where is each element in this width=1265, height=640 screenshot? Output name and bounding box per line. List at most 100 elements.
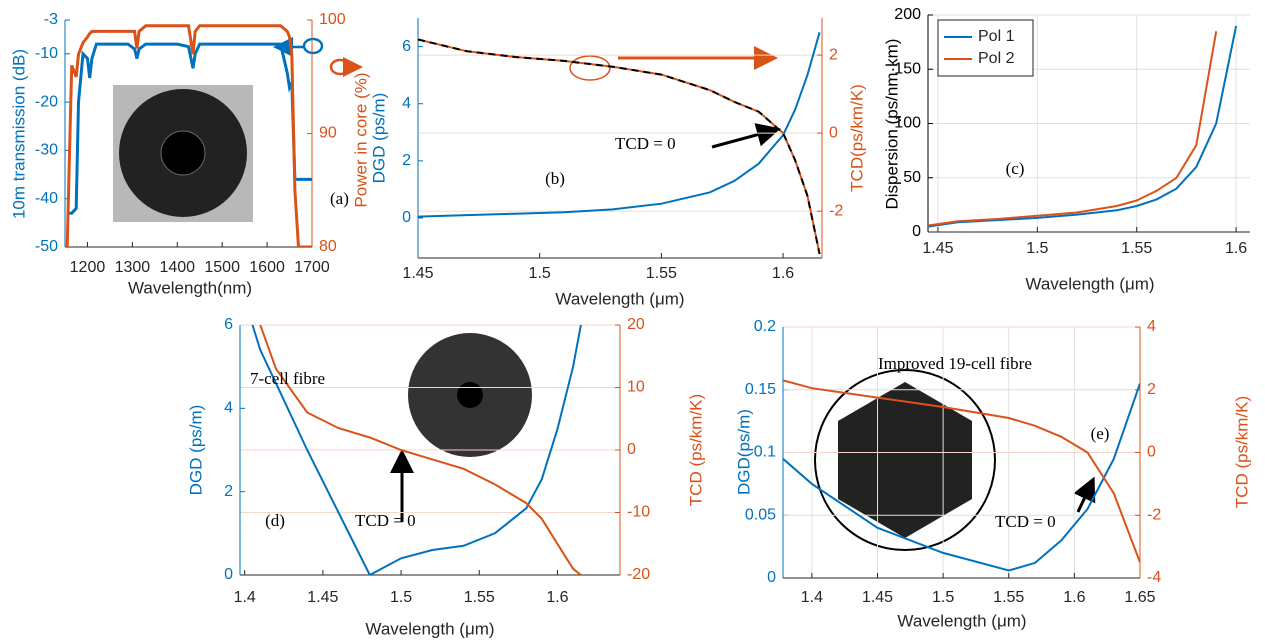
y-tick-label: 200 [894,6,921,23]
y-tick-label: 100 [894,115,921,132]
x-tick-label: 1500 [204,259,240,276]
y-tick-label: 0 [224,566,233,583]
y-tick-label: 6 [402,38,411,55]
y2-tick-label: 20 [627,316,645,333]
x-tick-label: 1.55 [646,265,677,282]
y2-tick-label: 2 [1147,381,1156,398]
series-line [251,325,582,575]
x-axis-label: Wavelength (μm) [897,611,1026,630]
series-line [783,379,1140,563]
legend-box [937,19,1034,77]
y-tick-label: 0.05 [745,506,776,523]
x-tick-label: 1.55 [993,589,1024,606]
y-axis-label: Dispersion (ps/nm·km) [882,39,901,210]
y-tick-label: 0 [402,209,411,226]
y2-tick-label: 0 [829,124,838,141]
x-tick-label: 1.5 [529,265,551,282]
x-tick-label: 1.5 [932,589,954,606]
annotation: (e) [1091,424,1110,443]
x-tick-label: 1.6 [1063,589,1085,606]
y-tick-label: -40 [35,190,58,207]
inset-e [814,369,996,551]
arrow-e [1073,476,1096,513]
series-line [67,42,312,215]
series-line [65,24,312,247]
x-tick-label: 1700 [294,259,330,276]
x-tick-label: 1600 [249,259,285,276]
inset-a [113,85,253,222]
x-tick-label: 1.65 [1124,589,1155,606]
annotation: TCD = 0 [615,134,676,153]
annotation: TCD = 0 [995,512,1056,531]
y-tick-label: 6 [224,316,233,333]
y-tick-label: 50 [903,169,921,186]
x-axis-label: Wavelength (μm) [555,289,684,308]
y-axis-label: 10m transmission (dB) [9,49,28,219]
x-tick-label: 1.6 [772,265,794,282]
y-tick-label: 0.1 [754,444,776,461]
y2-tick-label: -10 [627,504,650,521]
series-line [928,25,1238,228]
y-axis-label: DGD(ps/m) [734,409,753,495]
y2-tick-label: 2 [829,46,838,63]
y2-tick-label: 90 [319,125,337,142]
y2-tick-label: -2 [1147,506,1161,523]
legend-label: Pol 2 [978,50,1015,67]
y-axis-label: DGD (ps/m) [369,93,388,184]
annotation: Improved 19-cell fibre [878,354,1032,373]
x-tick-label: 1.4 [234,589,256,606]
y2-tick-label: 0 [1147,444,1156,461]
y-tick-label: -50 [35,238,58,255]
x-tick-label: 1400 [159,259,195,276]
y-tick-label: 4 [224,400,233,417]
x-tick-label: 1.6 [1225,240,1247,257]
x-tick-label: 1.5 [1026,240,1048,257]
x-tick-label: 1.55 [1121,240,1152,257]
x-tick-label: 1.55 [464,589,495,606]
x-axis-label: Wavelength (μm) [365,619,494,638]
y2-axis-label: TCD(ps/km/K) [847,84,866,192]
x-tick-label: 1.5 [390,589,412,606]
y-tick-label: -10 [35,45,58,62]
y2-axis-label: Power in core (%) [351,72,370,207]
annotation: (a) [330,189,349,208]
annotation: 7-cell fibre [250,369,325,388]
y2-axis-label: TCD (ps/km/K) [1232,396,1251,508]
y-tick-label: -30 [35,142,58,159]
y2-tick-label: 100 [319,11,346,28]
x-axis-label: Wavelength (μm) [1025,274,1154,293]
y-axis-label: DGD (ps/m) [186,405,205,496]
x-tick-label: 1.4 [801,589,823,606]
y2-tick-label: 10 [627,379,645,396]
x-tick-label: 1.45 [402,265,433,282]
y2-tick-label: 4 [1147,318,1156,335]
series-line [418,38,821,255]
y-tick-label: 2 [224,483,233,500]
x-tick-label: 1.6 [546,589,568,606]
y-tick-label: 4 [402,95,411,112]
y-tick-label: 0 [767,569,776,586]
y-tick-label: 150 [894,60,921,77]
y2-tick-label: -20 [627,566,650,583]
series-line [783,383,1140,572]
annotation: TCD = 0 [355,511,416,530]
inset-d [408,333,532,457]
y-tick-label: 2 [402,152,411,169]
annotation: (d) [265,511,285,530]
annotation: (c) [1006,159,1025,178]
x-tick-label: 1.45 [862,589,893,606]
y-tick-label: 0.15 [745,381,776,398]
y-tick-label: 0.2 [754,318,776,335]
x-axis-label: Wavelength(nm) [128,278,252,297]
x-tick-label: 1300 [115,259,151,276]
x-tick-label: 1.45 [307,589,338,606]
y2-tick-label: 0 [627,441,636,458]
legend-label: Pol 1 [978,28,1015,45]
y2-tick-label: -2 [829,202,843,219]
y2-tick-label: -4 [1147,569,1161,586]
y2-tick-label: 80 [319,238,337,255]
y2-axis-label: TCD (ps/km/K) [686,394,705,506]
y-tick-label: 0 [912,223,921,240]
y-tick-label: -3 [44,11,58,28]
